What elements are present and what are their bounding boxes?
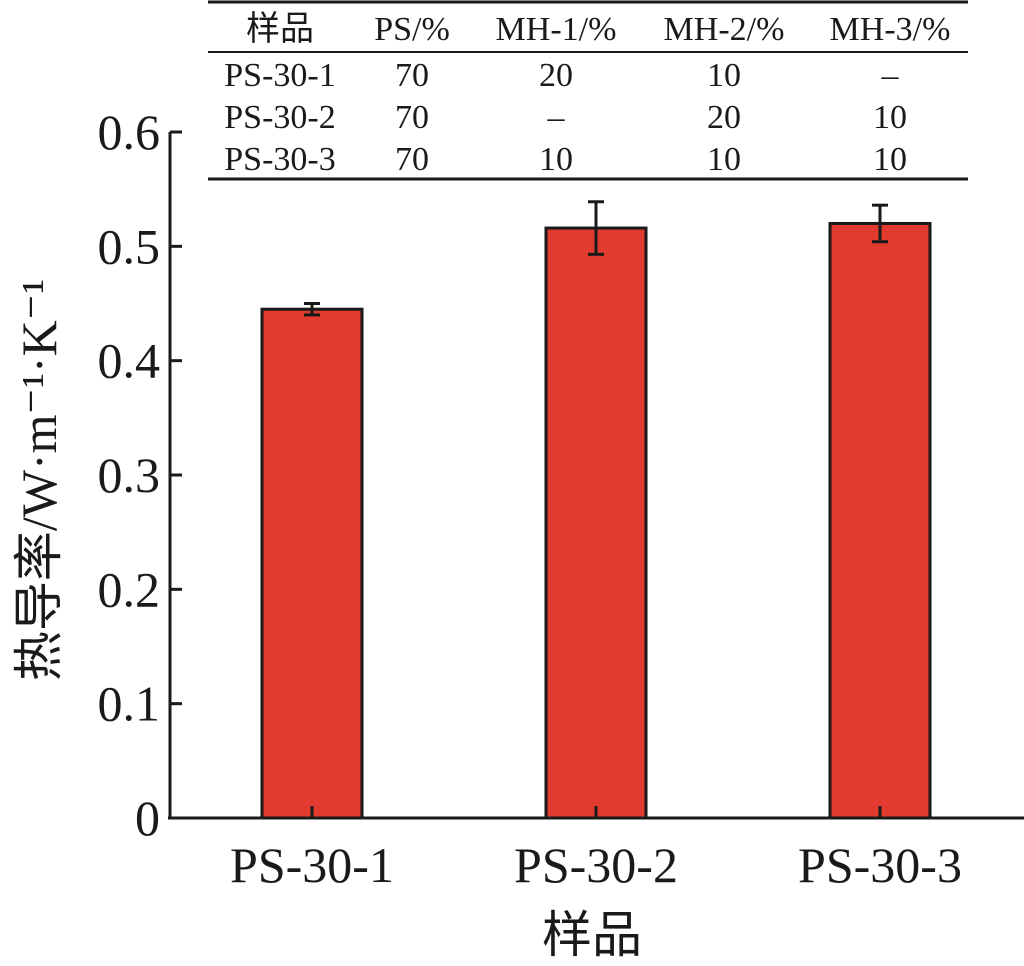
table-cell: 10 — [873, 141, 907, 178]
table-cell: 10 — [707, 57, 741, 94]
table-cell: 70 — [395, 57, 429, 94]
table-cell: 10 — [539, 141, 573, 178]
y-tick-label: 0.4 — [98, 333, 161, 389]
bar-PS-30-2 — [544, 226, 648, 820]
y-tick-label: 0.1 — [98, 676, 161, 732]
table-header-cell: MH-2/% — [664, 11, 785, 48]
bar-PS-30-3 — [828, 221, 932, 820]
table-header-cell: MH-1/% — [496, 11, 617, 48]
table-cell: – — [547, 99, 566, 136]
y-tick-label: 0 — [135, 790, 160, 846]
table-cell: 70 — [395, 99, 429, 136]
y-tick-label: 0.6 — [98, 104, 161, 160]
x-category-label: PS-30-3 — [798, 837, 962, 893]
table-header-cell: MH-3/% — [830, 11, 951, 48]
x-category-label: PS-30-2 — [514, 837, 678, 893]
composition-table: 样品 PS/% MH-1/% MH-2/% MH-3/% PS-30-1 70 20 10 – PS… — [208, 0, 968, 181]
table-cell: 20 — [707, 99, 741, 136]
y-tick-label: 0.3 — [98, 447, 161, 503]
bar-PS-30-1 — [260, 307, 364, 820]
table-cell: 20 — [539, 57, 573, 94]
table-cell: – — [881, 57, 900, 94]
table-header-cell: 样品 — [246, 10, 314, 48]
x-axis-title: 样品 — [542, 907, 642, 963]
table-cell: PS-30-1 — [224, 57, 335, 94]
table-cell: PS-30-3 — [224, 141, 335, 178]
y-tick-label: 0.2 — [98, 561, 161, 617]
table-cell: 10 — [707, 141, 741, 178]
y-tick-label: 0.5 — [98, 218, 161, 274]
table-cell: PS-30-2 — [224, 99, 335, 136]
table-cell: 70 — [395, 141, 429, 178]
x-category-label: PS-30-1 — [230, 837, 394, 893]
table-header-cell: PS/% — [374, 11, 450, 48]
table-cell: 10 — [873, 99, 907, 136]
y-axis-title: 热导率/W·m⁻¹·K⁻¹ — [11, 279, 67, 681]
